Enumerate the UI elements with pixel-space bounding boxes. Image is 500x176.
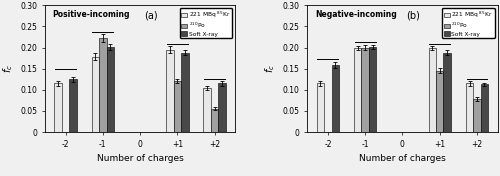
Bar bbox=[218, 83, 226, 132]
Bar bbox=[369, 47, 376, 132]
Bar bbox=[181, 53, 188, 132]
Legend: 221 MBq $^{85}$Kr, $^{210}$Po, Soft X-ray: 221 MBq $^{85}$Kr, $^{210}$Po, Soft X-ra… bbox=[180, 8, 232, 38]
Bar bbox=[316, 83, 324, 132]
Bar bbox=[436, 71, 444, 132]
Text: (b): (b) bbox=[406, 10, 420, 20]
Bar bbox=[354, 48, 362, 132]
Bar bbox=[362, 48, 369, 132]
X-axis label: Number of charges: Number of charges bbox=[96, 154, 184, 163]
Bar bbox=[92, 57, 99, 132]
Bar bbox=[466, 83, 473, 132]
Bar bbox=[174, 81, 181, 132]
Y-axis label: $f_c$: $f_c$ bbox=[264, 64, 277, 73]
Y-axis label: $f_c$: $f_c$ bbox=[1, 64, 15, 73]
Legend: 221 MBq $^{85}$Kr, $^{210}$Po, Soft X-ray: 221 MBq $^{85}$Kr, $^{210}$Po, Soft X-ra… bbox=[442, 8, 494, 38]
Bar bbox=[166, 50, 173, 132]
Bar bbox=[444, 53, 451, 132]
Bar bbox=[69, 79, 76, 132]
Bar bbox=[204, 88, 211, 132]
Bar bbox=[428, 48, 436, 132]
Bar bbox=[480, 84, 488, 132]
X-axis label: Number of charges: Number of charges bbox=[359, 154, 446, 163]
Bar bbox=[211, 109, 218, 132]
Text: (a): (a) bbox=[144, 10, 158, 20]
Bar bbox=[54, 83, 62, 132]
Bar bbox=[106, 47, 114, 132]
Text: Positive-incoming: Positive-incoming bbox=[52, 10, 130, 19]
Bar bbox=[99, 38, 106, 132]
Text: Negative-incoming: Negative-incoming bbox=[315, 10, 396, 19]
Bar bbox=[474, 99, 480, 132]
Bar bbox=[332, 65, 339, 132]
